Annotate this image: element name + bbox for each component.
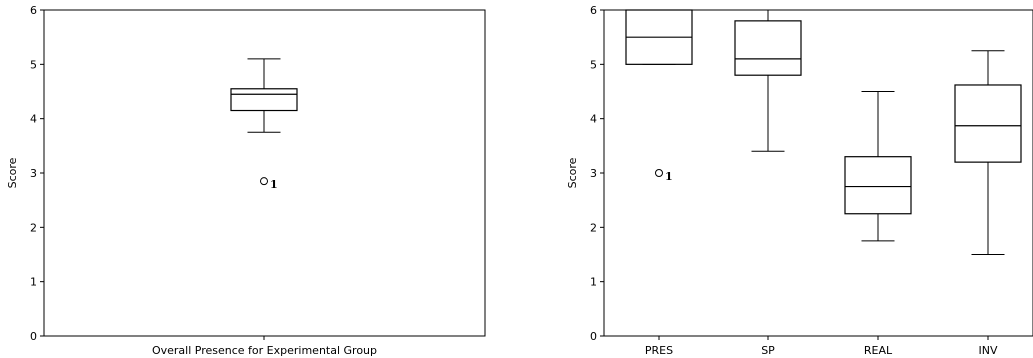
- x-tick-label: INV: [979, 344, 998, 357]
- iqr-box: [844, 156, 912, 215]
- x-tick-label: PRES: [645, 344, 673, 357]
- box-real: [844, 91, 912, 242]
- y-tick-label: 4: [30, 113, 37, 126]
- iqr-box: [734, 20, 802, 76]
- y-tick-label: 1: [590, 276, 597, 289]
- chart-1: 0 1 2 3 4 5 6 Score Overall Presence for Experim…: [6, 4, 486, 357]
- chart-2: 0 1 2 3 4 5 6 Score PRES SP REAL INV 1: [566, 4, 1033, 357]
- y-tick-label: 5: [30, 58, 37, 71]
- y-axis-label: Score: [6, 157, 19, 188]
- y-tick-label: 0: [590, 330, 597, 343]
- box-1: 1: [230, 58, 298, 191]
- outlier-point: [655, 169, 663, 177]
- box-sp: [734, 9, 802, 152]
- iqr-box: [954, 84, 1022, 163]
- outlier-point: [260, 177, 268, 186]
- y-tick-label: 3: [30, 167, 37, 180]
- y-tick-label: 2: [590, 221, 597, 234]
- y-tick-label: 4: [590, 113, 597, 126]
- x-axis-label: Overall Presence for Experimental Group: [152, 344, 377, 357]
- x-tick-label: REAL: [864, 344, 893, 357]
- y-tick-label: 6: [30, 4, 37, 17]
- y-tick-label: 0: [30, 330, 37, 343]
- x-tick-label: SP: [761, 344, 775, 357]
- iqr-box: [230, 88, 298, 112]
- y-tick-label: 3: [590, 167, 597, 180]
- y-tick-label: 6: [590, 4, 597, 17]
- box-pres: 1: [625, 9, 693, 183]
- box-inv: [954, 50, 1022, 255]
- y-tick-label: 2: [30, 221, 37, 234]
- y-axis-label: Score: [566, 157, 579, 188]
- y-tick-label: 5: [590, 58, 597, 71]
- outlier-label: 1: [270, 178, 278, 191]
- y-tick-label: 1: [30, 276, 37, 289]
- outlier-label: 1: [665, 170, 673, 183]
